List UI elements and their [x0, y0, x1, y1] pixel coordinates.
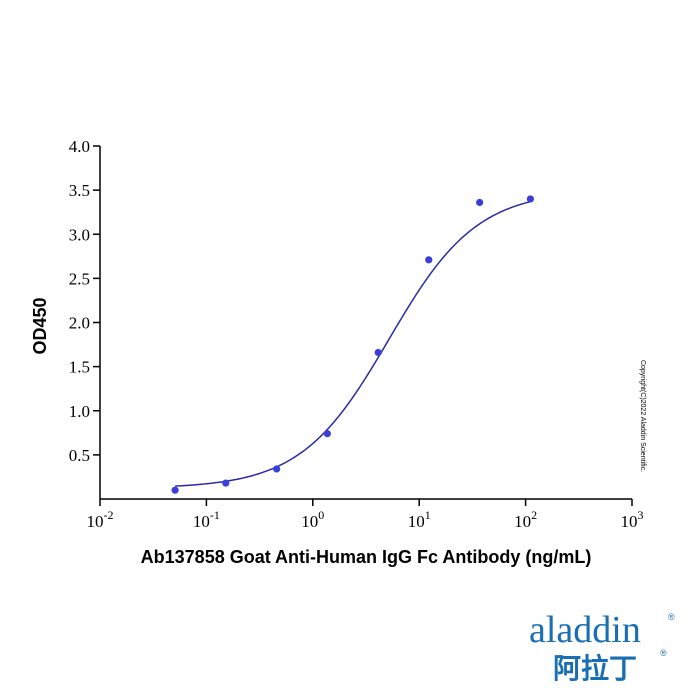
x-tick-label: 10-2 — [87, 508, 114, 531]
logo-latin-text: aladdin — [529, 609, 641, 651]
y-tick-label: 1.5 — [69, 358, 90, 377]
plot-area: 0.51.01.52.02.53.03.54.0 10-2 10-1 100 101 1… — [69, 137, 644, 531]
copyright-notice: Copyright(C)2022 Aladdin Scientific. — [639, 360, 646, 472]
y-tick-label: 1.0 — [69, 402, 90, 421]
logo-cjk-text: 阿拉丁 — [553, 652, 637, 685]
y-tick-label: 3.5 — [69, 181, 90, 200]
data-point — [273, 465, 281, 473]
data-point — [171, 486, 179, 494]
y-tick-label: 4.0 — [69, 137, 90, 156]
aladdin-logo: aladdin ® 阿拉丁 ® — [529, 609, 675, 685]
y-tick-label: 3.0 — [69, 225, 90, 244]
x-tick-label: 102 — [514, 508, 537, 531]
data-point — [323, 430, 331, 438]
data-points — [171, 195, 535, 494]
y-tick-label: 0.5 — [69, 446, 90, 465]
y-tick-label: 2.0 — [69, 314, 90, 333]
logo-registered-mark-cjk: ® — [660, 648, 667, 658]
x-axis-ticks: 10-2 10-1 100 101 102 103 — [87, 499, 644, 531]
data-point — [425, 256, 433, 264]
y-axis-title: OD450 — [30, 297, 50, 354]
fit-curve — [175, 200, 531, 487]
x-tick-label: 10-1 — [193, 508, 220, 531]
y-axis-ticks: 0.5 1.0 1.5 2.0 2.5 3.0 3.5 4.0 — [69, 137, 100, 465]
data-point — [526, 195, 535, 203]
data-point — [222, 479, 230, 487]
data-point — [476, 198, 484, 207]
x-tick-label: 103 — [621, 508, 644, 531]
x-tick-label: 100 — [301, 508, 324, 531]
logo-registered-mark: ® — [668, 612, 675, 622]
x-axis-title: Ab137858 Goat Anti-Human IgG Fc Antibody… — [141, 547, 592, 567]
data-point — [374, 348, 382, 357]
x-tick-label: 101 — [408, 508, 431, 531]
y-tick-label: 2.5 — [69, 269, 90, 288]
